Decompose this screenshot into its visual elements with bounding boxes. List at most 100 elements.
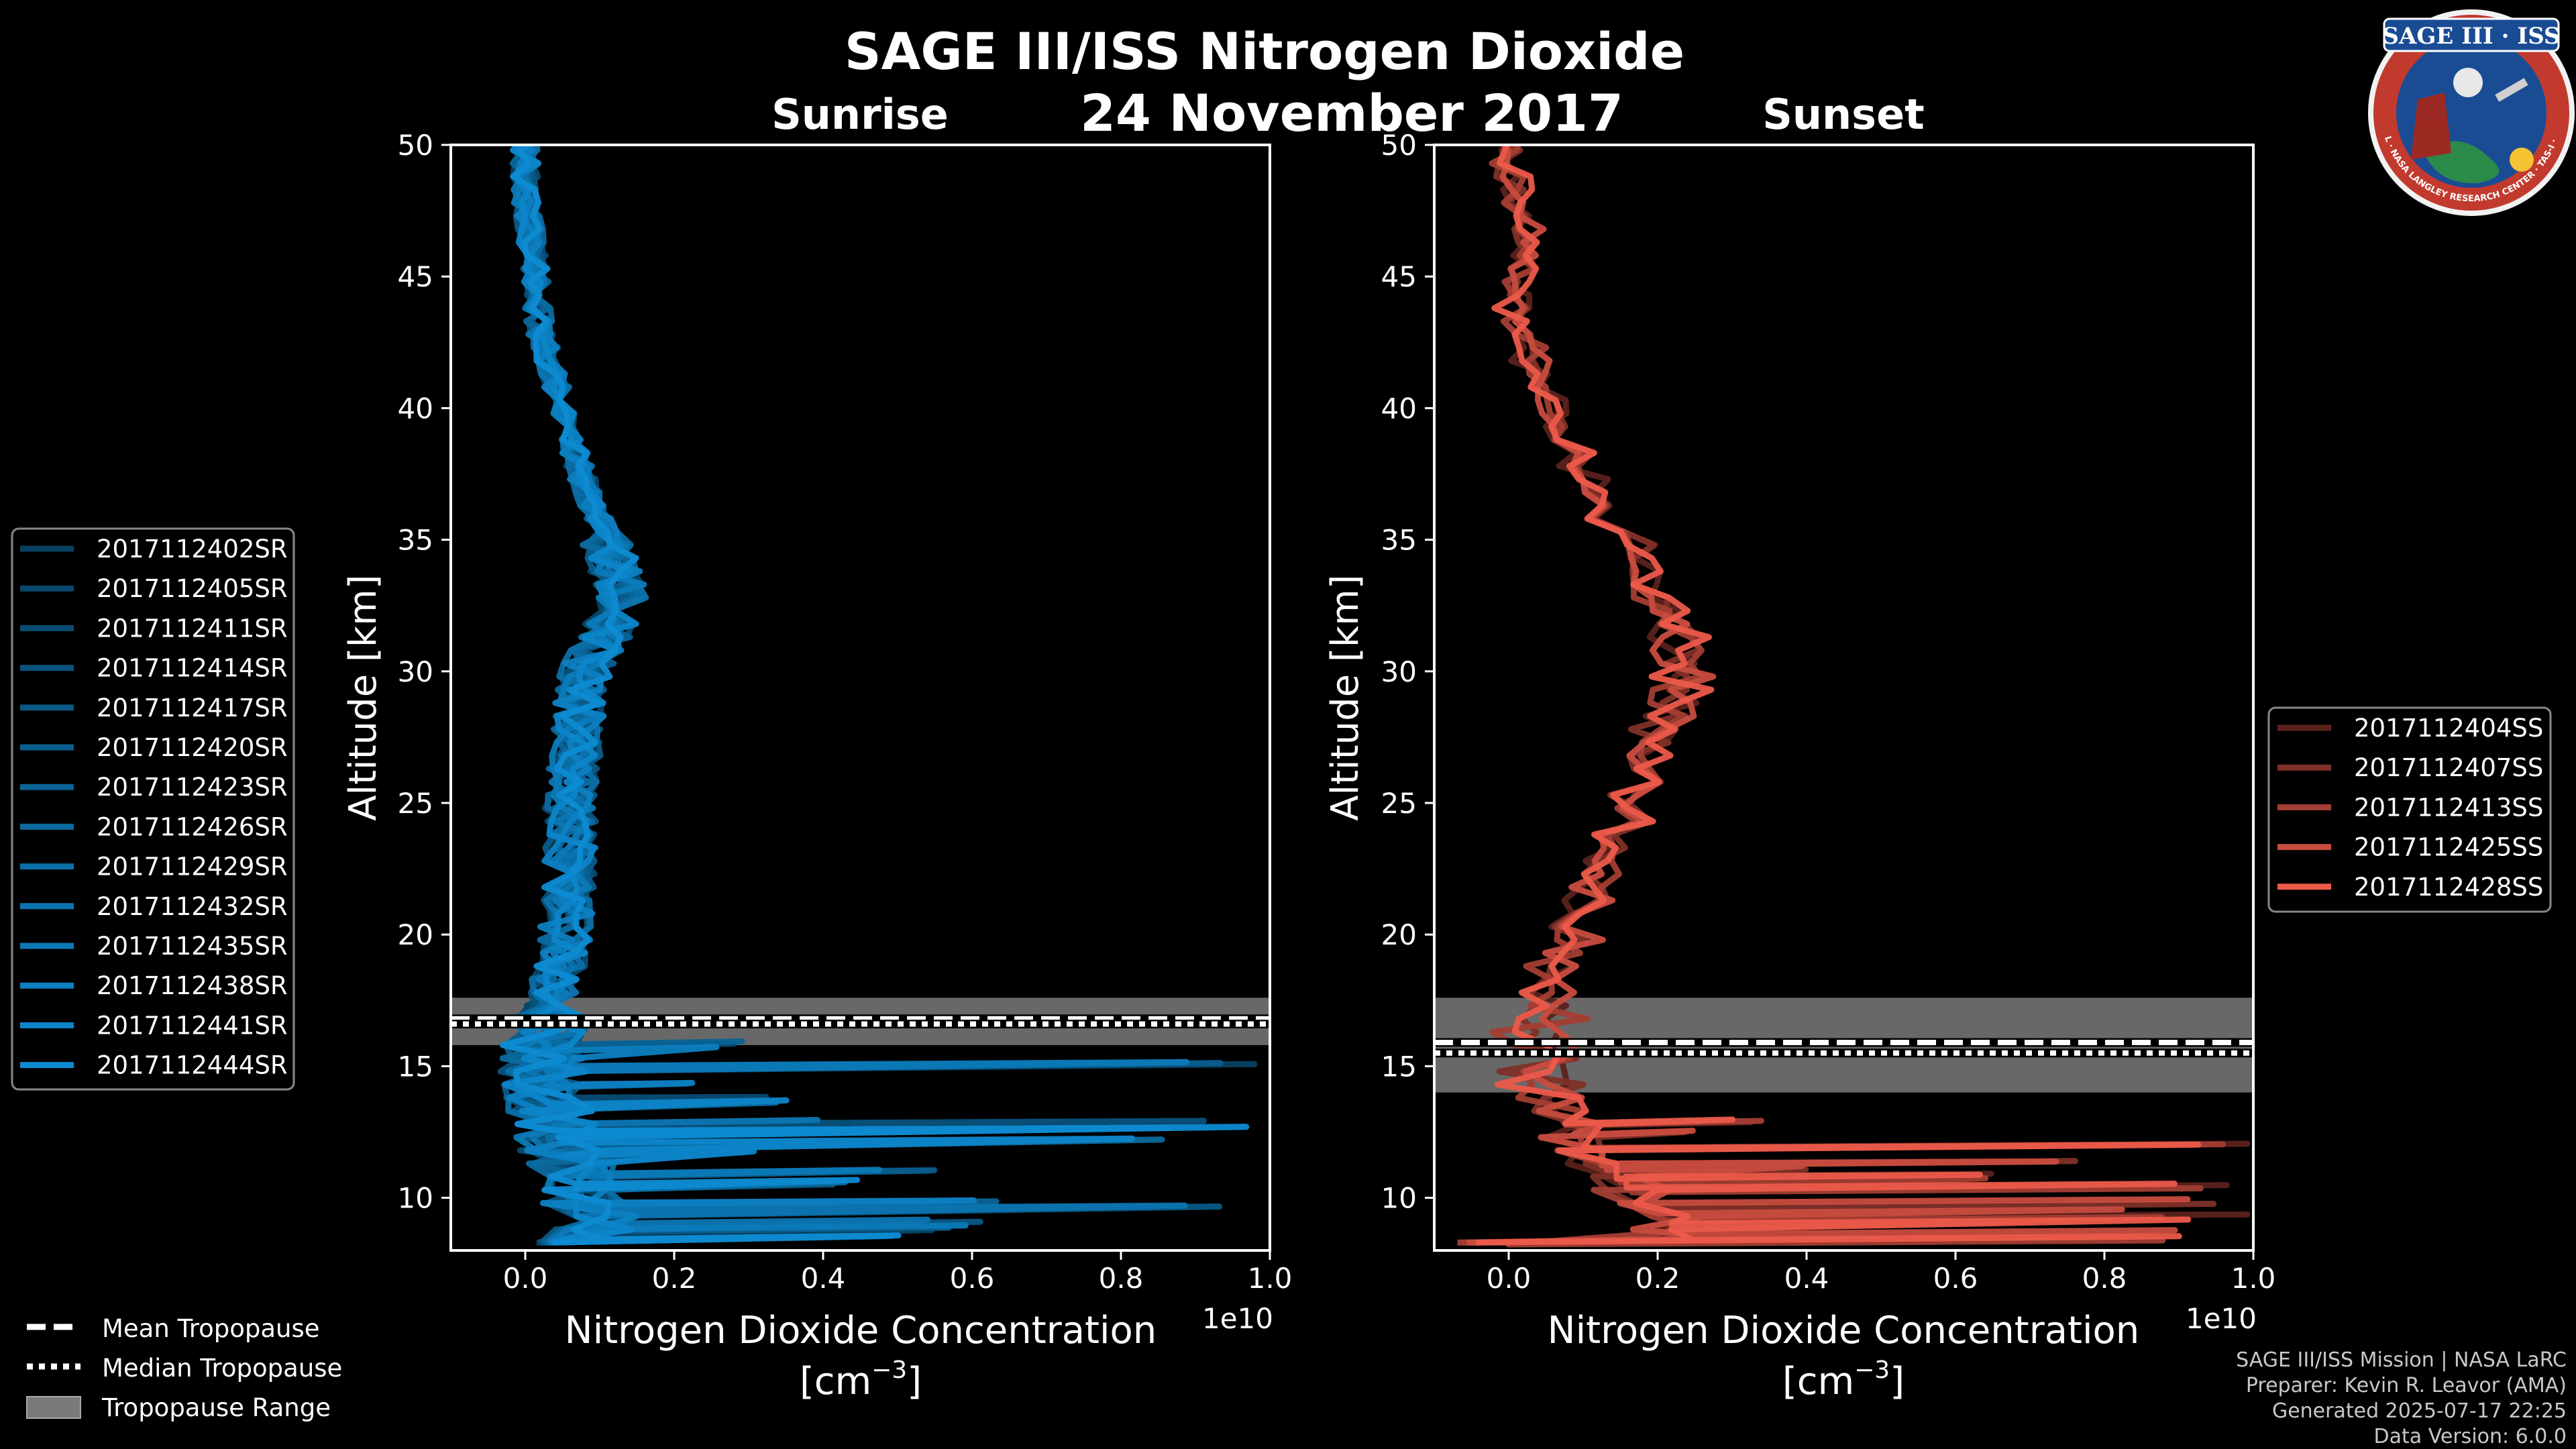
sunset-legend-frame — [2267, 706, 2552, 913]
credit-preparer: Preparer: Kevin R. Leavor (AMA) — [2246, 1374, 2567, 1397]
median-tropopause-label: Median Tropopause — [102, 1354, 342, 1383]
sunrise-panel-title: Sunrise — [771, 90, 949, 139]
sunrise-ytick-label-1: 15 — [398, 1050, 433, 1083]
sunset-xtick-label-5: 1.0 — [2231, 1262, 2276, 1295]
sunrise-legend-label-7: 2017112426SR — [97, 812, 288, 841]
sunrise-x-unit-base: [cm — [800, 1360, 871, 1403]
sunrise-ytick-label-6: 40 — [398, 392, 433, 425]
sunrise-profile-2017112435SR — [511, 145, 1190, 1245]
sunrise-profile-2017112402SR — [510, 145, 1258, 1246]
sunrise-ytick-label-8: 50 — [398, 129, 433, 162]
logo-sun-icon — [2510, 148, 2534, 172]
sunset-x-axis-units: [cm−3] — [1782, 1356, 1904, 1403]
tropopause-range-label: Tropopause Range — [101, 1393, 331, 1422]
sunrise-legend-label-8: 2017112429SR — [97, 853, 288, 881]
sunset-profile-2017112428SS — [1476, 145, 2202, 1246]
sunrise-ytick-label-4: 30 — [398, 655, 433, 688]
sunrise-x-unit-close: ] — [907, 1360, 922, 1403]
sunrise-profile-2017112438SR — [506, 145, 977, 1246]
credit-data-version: Data Version: 6.0.0 — [2374, 1425, 2567, 1448]
sunrise-legend-label-5: 2017112420SR — [97, 733, 288, 762]
sunrise-xtick-label-4: 0.8 — [1099, 1262, 1144, 1295]
sunrise-profile-2017112417SR — [511, 145, 1223, 1245]
sunset-ytick-label-7: 45 — [1381, 260, 1417, 293]
logo-moon-icon — [2453, 68, 2483, 97]
credit-mission: SAGE III/ISS Mission | NASA LaRC — [2236, 1348, 2567, 1372]
sunset-xtick-label-1: 0.2 — [1635, 1262, 1680, 1295]
sunset-x-unit-close: ] — [1890, 1360, 1904, 1403]
tropopause-range-swatch — [26, 1396, 81, 1419]
sunrise-legend-label-3: 2017112414SR — [97, 654, 288, 683]
sunrise-x-offset-label: 1e10 — [1202, 1302, 1273, 1335]
logo-station-icon — [2495, 78, 2528, 102]
sunrise-ytick-label-5: 35 — [398, 524, 433, 557]
sunrise-x-axis-units: [cm−3] — [800, 1356, 922, 1403]
credits: SAGE III/ISS Mission | NASA LaRC Prepare… — [2236, 1348, 2567, 1448]
sunrise-x-axis-label: Nitrogen Dioxide Concentration — [565, 1309, 1157, 1352]
sunrise-profile-2017112444SR — [499, 145, 1250, 1246]
sage-iii-iss-logo: SAGE III · ISS BALL · NASA LANGLEY RESEA… — [2368, 9, 2575, 216]
sunset-legend-label-2: 2017112413SS — [2354, 793, 2543, 822]
sunset-chart: 0.0 0.2 0.4 0.6 0.8 1.0 10 15 20 25 30 35 40 45 50 Alt… — [1324, 129, 2275, 1403]
sunset-xtick-label-2: 0.4 — [1784, 1262, 1829, 1295]
sunrise-data-layer — [451, 145, 1270, 1246]
sunset-x-unit-base: [cm — [1782, 1360, 1854, 1403]
sunset-y-axis-label: Altitude [km] — [1324, 574, 1367, 820]
figure-title: SAGE III/ISS Nitrogen Dioxide — [845, 21, 1684, 81]
sunrise-ytick-label-0: 10 — [398, 1182, 433, 1215]
sunrise-ytick-label-3: 25 — [398, 787, 433, 820]
sunrise-legend-label-2: 2017112411SR — [97, 614, 288, 643]
sunrise-legend-label-6: 2017112423SR — [97, 773, 288, 802]
sunrise-legend-label-9: 2017112432SR — [97, 892, 288, 921]
tropopause-legend: Mean Tropopause Median Tropopause Tropop… — [26, 1314, 342, 1422]
sunset-data-layer — [1434, 145, 2253, 1248]
sunset-legend-label-0: 2017112404SS — [2354, 714, 2543, 743]
sunrise-xtick-label-0: 0.0 — [503, 1262, 548, 1295]
sunset-xtick-label-3: 0.6 — [1933, 1262, 1978, 1295]
logo-scientist-figure — [2411, 93, 2451, 160]
sunrise-legend-entries: 2017112402SR 2017112405SR 2017112411SR 2017… — [20, 535, 288, 1080]
sunrise-ytick-label-7: 45 — [398, 260, 433, 293]
sunrise-legend-label-4: 2017112417SR — [97, 694, 288, 722]
sunrise-legend-frame — [11, 527, 295, 1091]
sunrise-legend-label-0: 2017112402SR — [97, 535, 288, 564]
sunrise-legend-label-11: 2017112438SR — [97, 971, 288, 1000]
sunrise-legend: 2017112402SR 2017112405SR 2017112411SR 2017… — [11, 527, 295, 1091]
sunrise-profile-2017112441SR — [502, 145, 1136, 1246]
sunrise-legend-label-13: 2017112444SR — [97, 1051, 288, 1080]
sunset-legend-entries: 2017112404SS 2017112407SS 2017112413SS 2017… — [2277, 714, 2543, 902]
sunrise-y-axis-label: Altitude [km] — [341, 574, 385, 820]
sunrise-legend-label-1: 2017112405SR — [97, 574, 288, 603]
sunset-ytick-label-2: 20 — [1381, 918, 1417, 951]
sunrise-profile-2017112432SR — [501, 145, 1188, 1246]
sunrise-xtick-label-3: 0.6 — [950, 1262, 995, 1295]
sunset-xtick-label-0: 0.0 — [1487, 1262, 1532, 1295]
sunset-ytick-label-5: 35 — [1381, 524, 1417, 557]
sunset-profile-2017112413SS — [1457, 145, 2226, 1248]
sunrise-xtick-label-2: 0.4 — [801, 1262, 846, 1295]
sunset-legend-label-4: 2017112428SS — [2354, 873, 2543, 902]
sunrise-xtick-label-5: 1.0 — [1248, 1262, 1293, 1295]
sunset-x-axis-label: Nitrogen Dioxide Concentration — [1548, 1309, 2140, 1352]
figure-date: 24 November 2017 — [1080, 83, 1623, 143]
sunrise-chart: 0.0 0.2 0.4 0.6 0.8 1.0 10 15 20 25 30 35 40 45 50 Alt… — [341, 129, 1292, 1403]
sunrise-legend-label-10: 2017112435SR — [97, 932, 288, 961]
sunset-ytick-label-0: 10 — [1381, 1182, 1417, 1215]
sunrise-x-unit-exponent: −3 — [871, 1356, 907, 1384]
sunset-ytick-label-8: 50 — [1381, 129, 1417, 162]
sunset-x-unit-exponent: −3 — [1854, 1356, 1890, 1384]
sunrise-ytick-label-2: 20 — [398, 918, 433, 951]
sunset-legend: 2017112404SS 2017112407SS 2017112413SS 2017… — [2267, 706, 2552, 913]
sunset-panel-title: Sunset — [1762, 90, 1925, 139]
sunset-ytick-label-1: 15 — [1381, 1050, 1417, 1083]
credit-generated: Generated 2025-07-17 22:25 — [2272, 1399, 2567, 1423]
sunset-ytick-label-4: 30 — [1381, 655, 1417, 688]
sunrise-xtick-label-1: 0.2 — [652, 1262, 697, 1295]
logo-banner — [2383, 17, 2560, 52]
mean-tropopause-label: Mean Tropopause — [102, 1314, 320, 1343]
sunrise-plot-frame — [449, 144, 1271, 1252]
sunset-ytick-label-6: 40 — [1381, 392, 1417, 425]
sunrise-profile-2017112429SR — [505, 145, 1173, 1246]
logo-title: SAGE III · ISS — [2382, 23, 2560, 50]
